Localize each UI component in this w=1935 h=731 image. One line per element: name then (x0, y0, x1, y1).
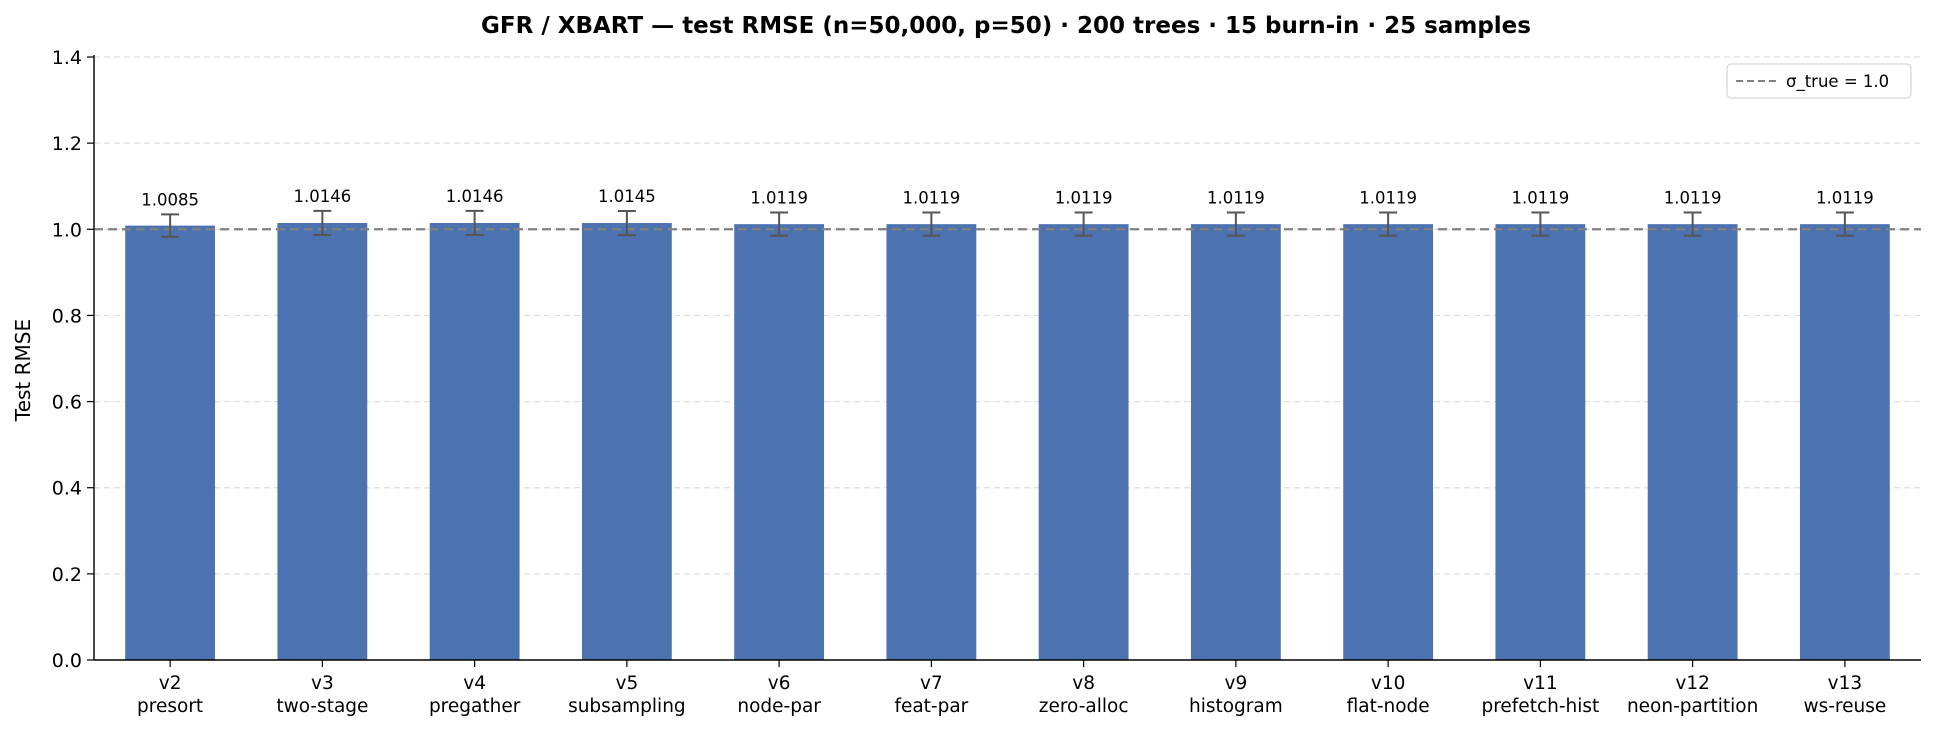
error-bar (617, 209, 636, 237)
value-label: 1.0119 (1664, 189, 1722, 208)
value-label: 1.0119 (1816, 189, 1874, 208)
y-tick-label: 0.8 (52, 305, 82, 327)
x-tick-name: prefetch-hist (1481, 696, 1599, 717)
x-tick-name: subsampling (568, 696, 686, 717)
x-tick-version: v5 (616, 673, 639, 694)
y-tick-label: 0.2 (52, 564, 82, 586)
x-tick-name: pregather (429, 696, 521, 717)
bar (125, 225, 216, 661)
value-label: 1.0085 (141, 190, 199, 209)
chart-title: GFR / XBART — test RMSE (n=50,000, p=50)… (481, 13, 1531, 39)
y-tick-label: 0.4 (52, 478, 82, 500)
error-bar (1074, 211, 1093, 237)
value-label: 1.0119 (1512, 189, 1570, 208)
bar (1038, 224, 1129, 660)
bar (1647, 224, 1738, 660)
y-tick-label: 1.2 (52, 133, 82, 155)
bar (1495, 224, 1586, 660)
value-label: 1.0119 (1359, 189, 1417, 208)
bar (886, 224, 977, 660)
error-bar (922, 211, 941, 237)
error-bar (1531, 211, 1550, 237)
x-tick-version: v2 (159, 673, 182, 694)
legend-label: σ_true = 1.0 (1786, 72, 1889, 92)
bar (734, 224, 825, 660)
x-tick-name: histogram (1189, 696, 1283, 717)
y-tick-label: 1.4 (52, 47, 82, 69)
y-tick-label: 0.6 (52, 392, 82, 414)
x-tick-version: v8 (1072, 673, 1095, 694)
axes (87, 55, 1921, 667)
value-label: 1.0146 (294, 187, 352, 206)
x-tick-version: v4 (463, 673, 486, 694)
value-label: 1.0119 (1055, 189, 1113, 208)
value-label: 1.0119 (903, 189, 961, 208)
error-bar (465, 209, 484, 237)
x-tick-name: presort (137, 696, 203, 717)
error-bar (161, 213, 180, 238)
x-tick-name: zero-alloc (1039, 696, 1129, 717)
x-tick-version: v10 (1371, 673, 1406, 694)
value-label: 1.0119 (1207, 189, 1265, 208)
legend: σ_true = 1.0 (1726, 63, 1912, 99)
x-tick-name: two-stage (276, 696, 368, 717)
bar (1799, 224, 1890, 660)
error-bar (1379, 211, 1398, 237)
x-tick-name: ws-reuse (1803, 696, 1886, 717)
legend-box (1726, 63, 1912, 99)
x-tick-version: v12 (1675, 673, 1710, 694)
x-tick-name: feat-par (894, 696, 968, 717)
grid-lines (94, 56, 1921, 575)
y-tick-label: 0.0 (52, 650, 82, 672)
bars (125, 222, 1890, 661)
x-tick-name: node-par (737, 696, 821, 717)
y-tick-labels: 0.0 0.2 0.4 0.6 0.8 1.0 1.2 1.4 (52, 47, 82, 672)
x-tick-version: v7 (920, 673, 943, 694)
x-tick-version: v6 (768, 673, 791, 694)
y-tick-label: 1.0 (52, 219, 82, 241)
value-labels: 1.0085 1.0146 1.0146 1.0145 1.0119 1.0119 1.01… (141, 187, 1873, 209)
error-bar (1683, 211, 1702, 237)
x-tick-version: v11 (1523, 673, 1558, 694)
bar (277, 222, 368, 660)
bar (429, 222, 520, 660)
x-tick-version: v9 (1225, 673, 1248, 694)
bar (1343, 224, 1434, 660)
error-bars (161, 209, 1854, 238)
error-bar (313, 209, 332, 237)
x-tick-version: v3 (311, 673, 334, 694)
error-bar (1226, 211, 1245, 237)
bar (1190, 224, 1281, 660)
error-bar (1835, 211, 1854, 237)
value-label: 1.0119 (750, 189, 808, 208)
value-label: 1.0145 (598, 187, 656, 206)
x-tick-version: v13 (1828, 673, 1863, 694)
x-tick-name: flat-node (1347, 696, 1430, 717)
x-tick-name: neon-partition (1627, 696, 1758, 717)
y-axis-label: Test RMSE (11, 319, 35, 422)
error-bar (770, 211, 789, 237)
value-label: 1.0146 (446, 187, 504, 206)
bar (581, 223, 672, 661)
